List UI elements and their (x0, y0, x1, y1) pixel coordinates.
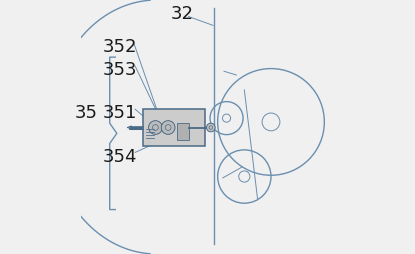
Text: 352: 352 (103, 38, 137, 56)
Text: 35: 35 (75, 104, 98, 122)
Text: 351: 351 (103, 104, 137, 122)
Text: 354: 354 (103, 149, 137, 166)
Text: 32: 32 (171, 5, 194, 23)
Text: 353: 353 (103, 61, 137, 79)
Bar (143, 109, 205, 146)
Circle shape (207, 123, 215, 132)
Circle shape (149, 121, 162, 134)
Bar (176, 123, 189, 140)
Circle shape (161, 121, 175, 134)
